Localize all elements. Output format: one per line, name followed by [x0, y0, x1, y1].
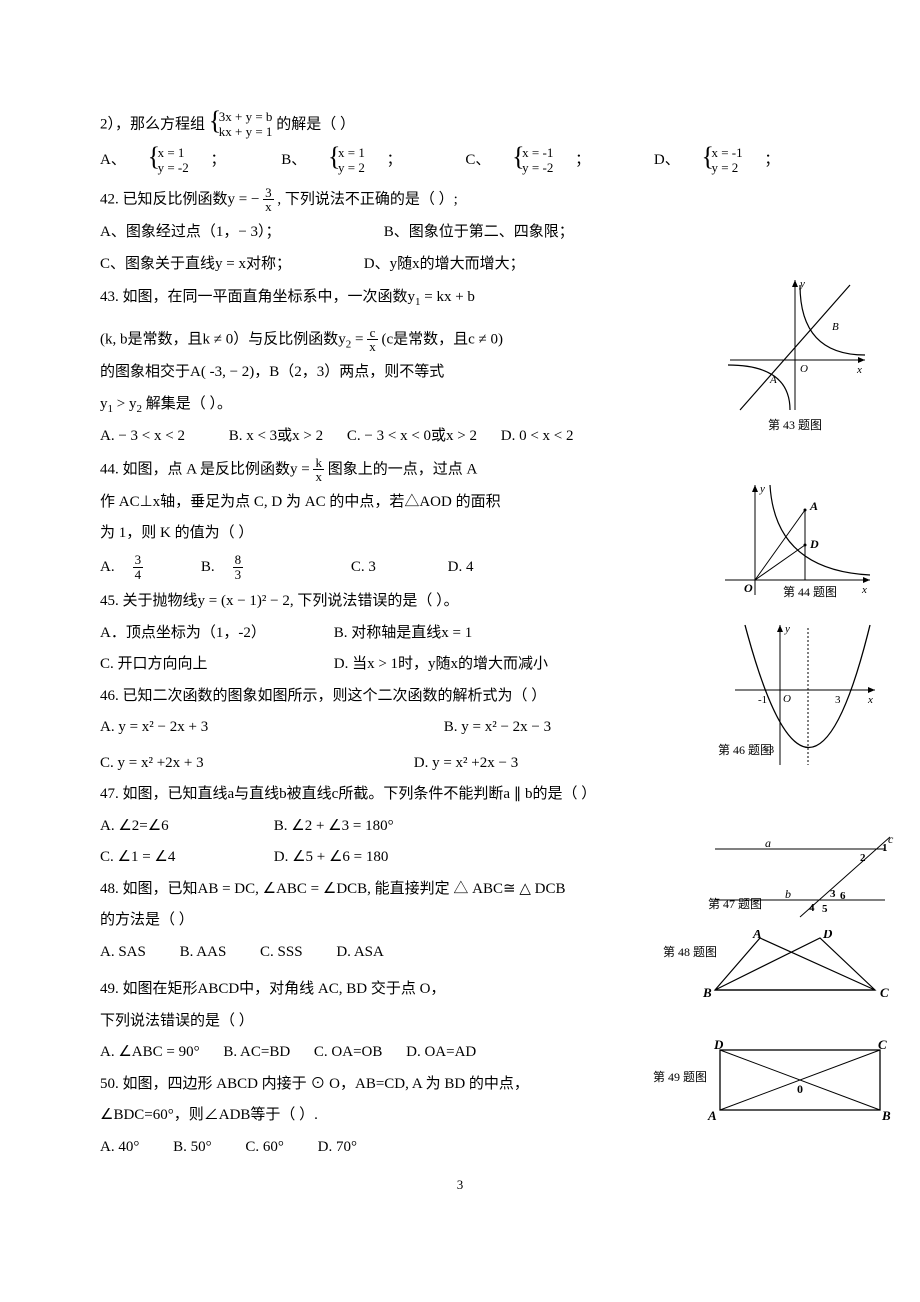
q44-line2: 作 AC⊥x轴，垂足为点 C, D 为 AC 的中点，若△AOD 的面积	[100, 490, 830, 516]
q47-opts-row1: A. ∠2=∠6 B. ∠2 + ∠3 = 180°	[100, 814, 830, 840]
q43-opt-d: D. 0 < x < 2	[501, 424, 574, 450]
q42-opts-row1: A、图象经过点（1，− 3）； B、图象位于第二、四象限；	[100, 220, 830, 246]
q49-opt-c: C. OA=OB	[314, 1040, 382, 1066]
q48-options: A. SAS B. AAS C. SSS D. ASA	[100, 940, 830, 966]
q44-line3: 为 1，则 K 的值为（ ）	[100, 521, 830, 547]
q45-opts-row1: A．顶点坐标为（1，-2） B. 对称轴是直线x = 1	[100, 621, 830, 647]
q44-opt-a: A. 34	[100, 553, 179, 581]
question-44: 44. 如图，点 A 是反比例函数y = kx 图象上的一点，过点 A	[100, 456, 830, 484]
q48-opt-d: D. ASA	[336, 940, 384, 966]
q41-stem-b: 的解是（ ）	[276, 116, 355, 132]
q43-line3: 的图象相交于A( -3, − 2)，B（2，3）两点，则不等式	[100, 360, 830, 386]
q41-stem-a: 2），那么方程组	[100, 116, 205, 132]
q43-line4: y1 > y2 解集是（ ）。	[100, 392, 830, 419]
q46-opt-c: C. y = x² +2x + 3	[100, 751, 410, 777]
page-number: 3	[0, 1174, 920, 1196]
svg-text:x: x	[867, 694, 873, 706]
q44-opt-c: C. 3	[351, 555, 376, 581]
q41-opt-a: A、 x = 1y = -2 ；	[100, 146, 244, 176]
svg-text:x: x	[856, 364, 862, 376]
q41-options: A、 x = 1y = -2 ； B、 x = 1y = 2 ； C、 x = …	[100, 146, 830, 176]
question-49: 49. 如图在矩形ABCD中，对角线 AC, BD 交于点 O，	[100, 977, 830, 1003]
svg-text:C: C	[878, 1037, 887, 1052]
q50-line2: ∠BDC=60°，则∠ADB等于（ ）.	[100, 1103, 830, 1129]
svg-text:C: C	[880, 985, 889, 1000]
q49-opt-b: B. AC=BD	[223, 1040, 290, 1066]
q50-options: A. 40° B. 50° C. 60° D. 70°	[100, 1135, 830, 1161]
q44-opt-b: B. 83	[201, 553, 279, 581]
q44-options: A. 34 B. 83 C. 3 D. 4	[100, 553, 830, 581]
q41-opt-d: D、 x = -1y = 2 ；	[654, 146, 798, 176]
svg-text:B: B	[881, 1108, 891, 1123]
q47-opt-c: C. ∠1 = ∠4	[100, 845, 270, 871]
q44-opt-d: D. 4	[448, 555, 474, 581]
svg-text:3: 3	[830, 888, 836, 900]
q48-opt-b: B. AAS	[180, 940, 227, 966]
svg-text:1: 1	[882, 842, 888, 854]
question-47: 47. 如图，已知直线a与直线b被直线c所截。下列条件不能判断a ∥ b的是（ …	[100, 782, 830, 808]
q47-opt-d: D. ∠5 + ∠6 = 180	[274, 849, 389, 865]
question-42: 42. 已知反比例函数y = − 3x , 下列说法不正确的是（ ）;	[100, 186, 830, 214]
q49-opt-a: A. ∠ABC = 90°	[100, 1040, 200, 1066]
q48-opt-c: C. SSS	[260, 940, 303, 966]
q42-opt-d: D、y随x的增大而增大；	[364, 256, 525, 272]
q42-frac: 3x	[263, 186, 274, 214]
svg-text:3: 3	[835, 694, 841, 706]
q41-system: 3x + y = b kx + y = 1	[209, 110, 273, 140]
q50-opt-d: D. 70°	[318, 1135, 357, 1161]
q41-opt-c: C、 x = -1y = -2 ；	[465, 146, 608, 176]
question-43: 43. 如图，在同一平面直角坐标系中，一次函数y1 = kx + b	[100, 285, 830, 312]
q45-opt-a: A．顶点坐标为（1，-2）	[100, 621, 330, 647]
q43-opt-a: A. − 3 < x < 2	[100, 424, 185, 450]
svg-text:x: x	[861, 584, 867, 596]
svg-text:6: 6	[840, 890, 846, 902]
q42-opt-a: A、图象经过点（1，− 3）；	[100, 220, 380, 246]
q50-opt-a: A. 40°	[100, 1135, 139, 1161]
question-48: 48. 如图，已知AB = DC, ∠ABC = ∠DCB, 能直接判定 △ A…	[100, 877, 830, 903]
q46-opts-row1: A. y = x² − 2x + 3 B. y = x² − 2x − 3	[100, 715, 830, 741]
question-46: 46. 已知二次函数的图象如图所示，则这个二次函数的解析式为（ ）	[100, 684, 830, 710]
q43-options: A. − 3 < x < 2 B. x < 3或x > 2 C. − 3 < x…	[100, 424, 830, 450]
q43-opt-b: B. x < 3或x > 2	[229, 424, 323, 450]
q45-opt-c: C. 开口方向向上	[100, 652, 330, 678]
q50-opt-c: C. 60°	[245, 1135, 284, 1161]
q47-opt-a: A. ∠2=∠6	[100, 814, 270, 840]
q42-opt-b: B、图象位于第二、四象限；	[384, 224, 574, 240]
question-50: 50. 如图，四边形 ABCD 内接于 ⊙ O，AB=CD, A 为 BD 的中…	[100, 1072, 830, 1098]
q46-opt-d: D. y = x² +2x − 3	[414, 755, 518, 771]
q47-opt-b: B. ∠2 + ∠3 = 180°	[274, 818, 394, 834]
q42-opt-c: C、图象关于直线y = x对称；	[100, 252, 360, 278]
q47-opts-row2: C. ∠1 = ∠4 D. ∠5 + ∠6 = 180	[100, 845, 830, 871]
q49-options: A. ∠ABC = 90° B. AC=BD C. OA=OB D. OA=AD	[100, 1040, 830, 1066]
q46-opt-b: B. y = x² − 2x − 3	[444, 719, 551, 735]
q48-line2: 的方法是（ ）	[100, 908, 830, 934]
q45-opt-d: D. 当x > 1时，y随x的增大而减小	[334, 656, 548, 672]
q46-opt-a: A. y = x² − 2x + 3	[100, 715, 440, 741]
q49-opt-d: D. OA=AD	[406, 1040, 476, 1066]
q49-line2: 下列说法错误的是（ ）	[100, 1009, 830, 1035]
q48-opt-a: A. SAS	[100, 940, 146, 966]
q43-line2: (k, b是常数，且k ≠ 0）与反比例函数y2 = cx (c是常数，且c ≠…	[100, 326, 830, 354]
question-45: 45. 关于抛物线y = (x − 1)² − 2, 下列说法错误的是（ ）。	[100, 589, 830, 615]
q45-opt-b: B. 对称轴是直线x = 1	[334, 625, 472, 641]
q45-opts-row2: C. 开口方向向上 D. 当x > 1时，y随x的增大而减小	[100, 652, 830, 678]
svg-text:B: B	[832, 321, 839, 333]
svg-text:2: 2	[860, 852, 866, 864]
q41-opt-b: B、 x = 1y = 2 ；	[281, 146, 419, 176]
question-41-tail: 2），那么方程组 3x + y = b kx + y = 1 的解是（ ）	[100, 110, 830, 140]
q46-opts-row2: C. y = x² +2x + 3 D. y = x² +2x − 3	[100, 751, 830, 777]
q50-opt-b: B. 50°	[173, 1135, 212, 1161]
svg-text:c: c	[888, 835, 894, 846]
q42-opts-row2: C、图象关于直线y = x对称； D、y随x的增大而增大；	[100, 252, 830, 278]
q43-opt-c: C. − 3 < x < 0或x > 2	[347, 424, 477, 450]
